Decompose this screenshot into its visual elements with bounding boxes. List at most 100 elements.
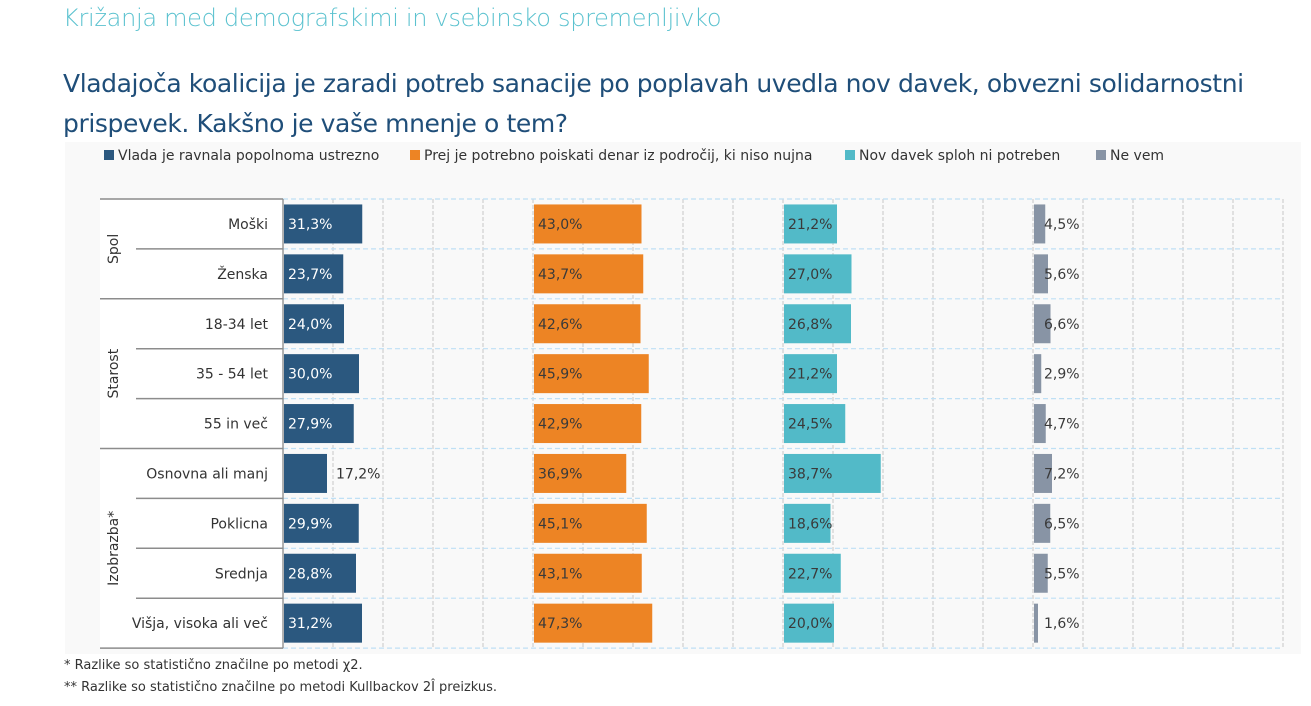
bar-value-label: 28,8% [288,566,332,582]
category-label: 18-34 let [205,317,269,333]
category-label: 35 - 54 let [196,367,269,383]
bar [1034,404,1046,444]
bar [1034,254,1048,294]
bar [534,254,644,294]
bar-value-label: 5,5% [1044,566,1080,582]
bar-value-label: 4,5% [1044,217,1080,233]
group-label: Spol [106,234,122,264]
bar-value-label: 6,6% [1044,317,1080,333]
axis-table-bg [100,199,283,649]
category-label: Poklicna [210,516,268,532]
bar [1034,204,1046,244]
bar [284,304,344,344]
bar-value-label: 18,6% [788,516,832,532]
bar-value-label: 21,2% [788,367,832,383]
group-label: Izobrazba* [106,511,122,586]
bar [784,503,831,543]
bar [1034,603,1038,643]
legend-label: Ne vem [1110,148,1164,164]
bar [784,204,837,244]
legend-label: Vlada je ravnala popolnoma ustrezno [118,148,379,164]
legend-swatch [845,150,855,160]
bar [534,553,642,593]
bar [534,354,649,394]
bar-value-label: 4,7% [1044,417,1080,433]
bar-value-label: 20,0% [788,616,832,632]
category-label: Višja, visoka ali več [132,616,268,632]
bar-value-label: 1,6% [1044,616,1080,632]
category-label: Srednja [215,566,268,582]
bar-value-label: 31,2% [288,616,332,632]
legend-label: Nov davek sploh ni potreben [859,148,1060,164]
bar [284,254,344,294]
bar [784,453,881,493]
category-label: Osnovna ali manj [146,466,268,482]
bar [1034,503,1051,543]
category-label: Moški [228,217,268,233]
bar-value-label: 27,0% [788,267,832,283]
bar-value-label: 23,7% [288,267,332,283]
bar [284,354,359,394]
bar [534,603,653,643]
bar-value-label: 42,6% [538,317,582,333]
bar [284,603,362,643]
bar-value-label: 22,7% [788,566,832,582]
bar [284,404,354,444]
bar-value-label: 43,1% [538,566,582,582]
bar [284,553,356,593]
bar-value-label: 31,3% [288,217,332,233]
bar [534,453,627,493]
legend-swatch [104,150,114,160]
bar-value-label: 17,2% [336,466,380,482]
legend: Vlada je ravnala popolnoma ustrezno Prej … [104,148,1164,164]
bar [784,553,841,593]
bar-value-label: 6,5% [1044,516,1080,532]
bar [1034,354,1042,394]
bar [534,304,641,344]
bar [1034,304,1051,344]
chart-question-title: Vladajoča koalicija je zaradi potreb san… [63,69,1244,138]
bar [1034,453,1052,493]
bar [1034,553,1048,593]
bar-value-label: 7,2% [1044,466,1080,482]
footnote-kullback: ** Razlike so statistično značilne po me… [64,680,498,695]
bar-value-label: 38,7% [788,466,832,482]
bar-value-label: 30,0% [288,367,332,383]
footnote-chi-square: * Razlike so statistično značilne po met… [64,658,363,673]
section-title: Križanja med demografskimi in vsebinsko … [63,4,722,32]
bar [534,204,642,244]
bar [534,503,647,543]
bar-value-label: 24,5% [788,417,832,433]
bar-value-label: 24,0% [288,317,332,333]
bar [284,453,327,493]
bar [784,254,852,294]
bar-value-label: 29,9% [288,516,332,532]
bar-value-label: 47,3% [538,616,582,632]
bar-value-label: 43,7% [538,267,582,283]
bar-value-label: 27,9% [288,417,332,433]
bar-value-label: 42,9% [538,417,582,433]
bar-value-label: 26,8% [788,317,832,333]
grid-lines [283,198,1284,649]
bar-value-label: 45,9% [538,367,582,383]
category-label: Ženska [217,265,268,283]
bar [784,404,846,444]
legend-label: Prej je potrebno poiskati denar iz podro… [424,148,812,164]
category-axis-table: Spol Moški Ženska Starost 18-34 let 35 - 54 l… [100,198,284,649]
legend-swatch [410,150,420,160]
bar [784,304,851,344]
group-label: Starost [106,348,122,398]
bar [534,404,642,444]
bar-value-label: 36,9% [538,466,582,482]
bar-value-label: 45,1% [538,516,582,532]
bar [784,603,834,643]
bar-value-label: 43,0% [538,217,582,233]
bar [284,503,359,543]
bars: 31,3% 23,7% 24,0% 30,0% 27,9% 17,2% 29,9% 28,8%… [284,204,1080,643]
bar-value-label: 5,6% [1044,267,1080,283]
legend-swatch [1096,150,1106,160]
bar [784,354,837,394]
bar-value-label: 2,9% [1044,367,1080,383]
bar [284,204,363,244]
